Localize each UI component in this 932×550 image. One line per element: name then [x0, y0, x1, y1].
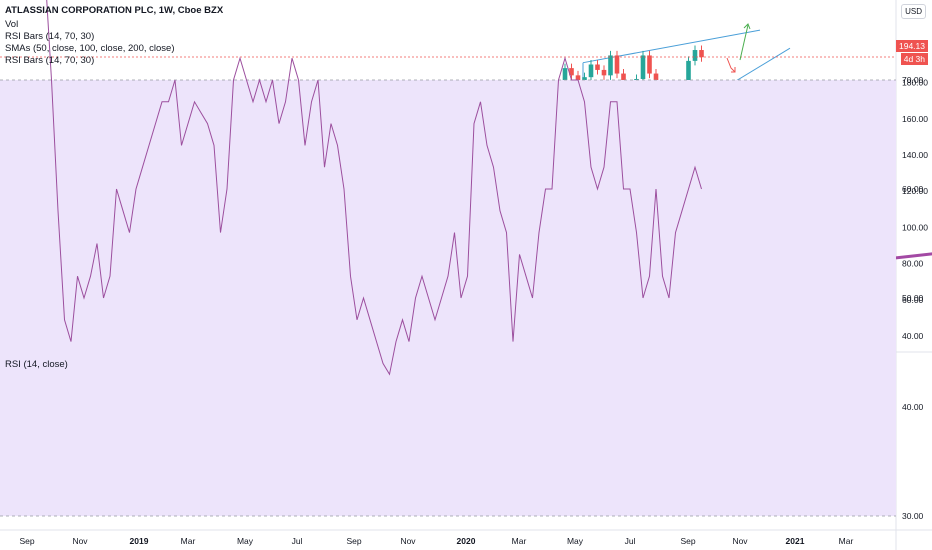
time-axis-label: Nov [732, 536, 748, 546]
price-axis-label: 100.00 [902, 222, 928, 232]
forecast-arrow-up [739, 24, 749, 61]
price-axis-label: 140.00 [902, 150, 928, 160]
time-axis-label: 2020 [457, 536, 476, 546]
candle-body [640, 55, 646, 79]
legend-volume[interactable]: Vol [5, 19, 19, 30]
candle-body [647, 55, 652, 74]
candle-body [575, 75, 581, 81]
time-axis-label: Jul [625, 536, 636, 546]
forecast-arrow-down [726, 57, 736, 73]
price-axis-label: 160.00 [902, 114, 928, 124]
candle-body [608, 55, 613, 76]
rsi-axis-label: 70.00 [902, 75, 924, 85]
rsi-line [46, 0, 702, 376]
time-axis-label: Nov [400, 536, 416, 546]
candle-body [582, 77, 587, 81]
time-axis-label: Mar [512, 536, 527, 546]
legend-indicator-rsi-bars-2[interactable]: RSI Bars (14, 70, 30) [5, 55, 95, 66]
rsi-band [0, 80, 896, 516]
candle-body [699, 50, 704, 58]
time-axis-label: Mar [181, 536, 196, 546]
candle-body [621, 73, 626, 87]
time-axis-label: Sep [19, 536, 34, 546]
time-axis-label: May [567, 536, 584, 546]
rsi-axis-label: 50.00 [902, 293, 924, 303]
time-axis-label: Sep [346, 536, 361, 546]
candle-body [588, 64, 594, 78]
candle-body [569, 68, 574, 76]
time-axis-label: Sep [680, 536, 695, 546]
time-axis-label: 2021 [786, 536, 805, 546]
legend-indicator-smas[interactable]: SMAs (50, close, 100, close, 200, close) [5, 43, 175, 54]
time-axis-label: Mar [839, 536, 854, 546]
chart-title: ATLASSIAN CORPORATION PLC, 1W, Cboe BZX [5, 5, 224, 16]
time-axis-label: 2019 [130, 536, 149, 546]
price-axis-label: 60.00 [902, 295, 924, 305]
arrow-head [743, 23, 751, 30]
candle-body [601, 69, 607, 76]
time-axis-label: Jul [292, 536, 303, 546]
time-axis-label: Nov [72, 536, 88, 546]
price-axis-label: 180.00 [902, 78, 928, 88]
price-axis-label: 80.00 [902, 259, 924, 269]
rsi-axis-label: 30.00 [902, 511, 924, 521]
arrow-head [731, 67, 736, 73]
candle-body [595, 64, 600, 70]
currency-button[interactable]: USD [901, 4, 926, 19]
bar-countdown-tag: 4d 3h [900, 53, 928, 65]
last-price-tag: 194.13 [896, 40, 928, 52]
candle-body [692, 50, 698, 61]
time-axis-label: May [237, 536, 254, 546]
candle-body [686, 60, 691, 87]
price-axis-label: 40.00 [902, 331, 924, 341]
legend-indicator-rsi-bars[interactable]: RSI Bars (14, 70, 30) [5, 31, 95, 42]
rsi-pane-title[interactable]: RSI (14, close) [5, 359, 68, 370]
candle-body [614, 55, 620, 74]
rsi-axis-label: 60.00 [902, 184, 924, 194]
price-axis-label: 120.00 [902, 186, 928, 196]
rsi-axis-label: 40.00 [902, 402, 924, 412]
